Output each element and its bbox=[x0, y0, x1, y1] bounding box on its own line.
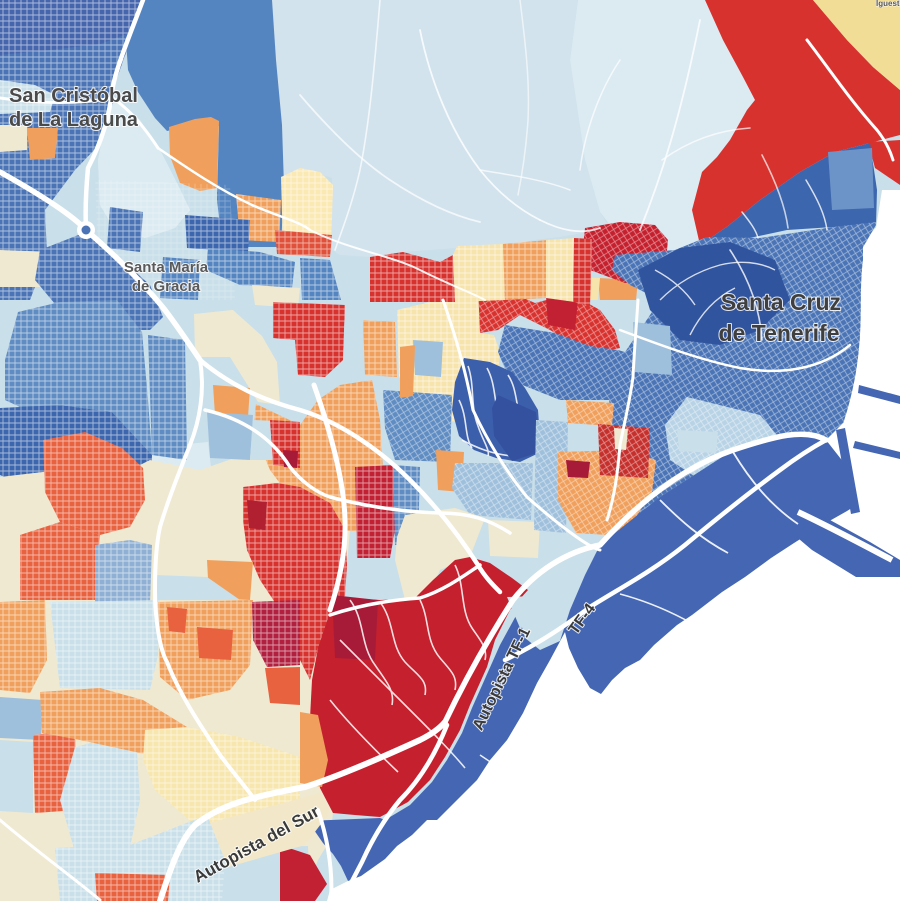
svg-text:Santa María: Santa María bbox=[124, 259, 209, 276]
svg-text:Santa Cruz: Santa Cruz bbox=[721, 289, 841, 315]
svg-text:de Gracia: de Gracia bbox=[132, 278, 201, 295]
svg-text:de La Laguna: de La Laguna bbox=[9, 109, 139, 131]
svg-text:de Tenerife: de Tenerife bbox=[719, 320, 840, 346]
svg-text:San Cristóbal: San Cristóbal bbox=[9, 85, 138, 107]
svg-text:Igueste: Igueste bbox=[876, 0, 900, 8]
